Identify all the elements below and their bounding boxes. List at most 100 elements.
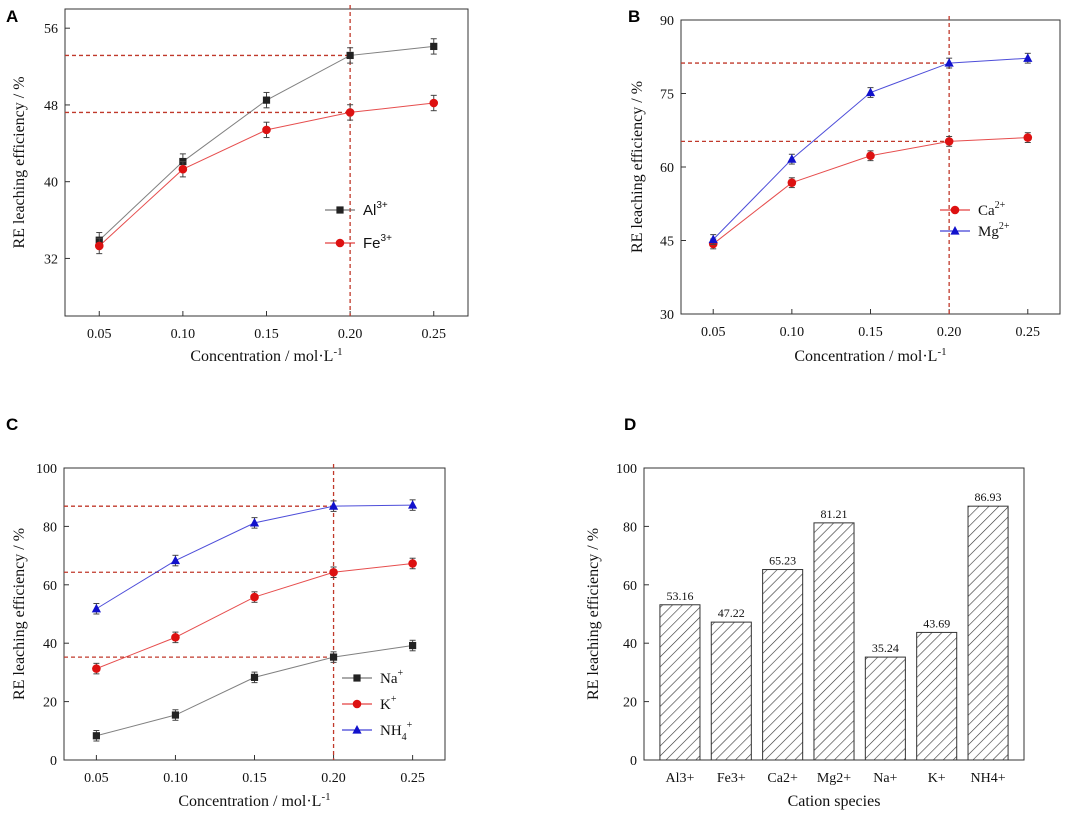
plot-frame <box>64 8 469 317</box>
bar <box>710 621 752 761</box>
bar-value-label: 86.93 <box>975 490 1002 504</box>
data-point-triangle <box>865 87 876 97</box>
data-point-circle <box>944 137 954 146</box>
data-point-square <box>329 653 338 661</box>
x-tick-label: Fe3+ <box>717 771 746 786</box>
legend: Ca2+Mg2+ <box>940 200 1010 240</box>
x-tick-label: Na+ <box>873 771 897 786</box>
x-tick-label: 0.05 <box>87 327 112 342</box>
legend-marker-square <box>353 674 361 682</box>
data-point-square <box>92 732 100 740</box>
x-tick-label: 0.15 <box>254 327 279 342</box>
legend: Al3+Fe3+ <box>325 200 392 252</box>
series-Mg2+ <box>708 52 1033 245</box>
y-tick-label: 60 <box>660 161 674 176</box>
legend-label: Ca2+ <box>978 200 1006 219</box>
data-point-square <box>250 673 259 681</box>
data-point-triangle <box>170 555 181 565</box>
legend-label: Mg2+ <box>978 221 1010 240</box>
bar-value-label: 43.69 <box>923 616 950 630</box>
bar-value-label: 35.24 <box>872 641 899 655</box>
data-point-circle <box>92 664 101 673</box>
legend: Na+K+NH4+ <box>342 668 413 743</box>
legend-label-base: Al <box>363 202 376 219</box>
x-tick-label: 0.10 <box>171 327 196 342</box>
chart-panel-b: 30 45 60 75 90 RE leaching efficiency / % B 0.0… <box>628 7 1061 365</box>
panel-letter-c: C <box>6 415 18 434</box>
bar <box>813 522 855 761</box>
legend-marker-circle <box>352 699 362 709</box>
legend-label-base: Na <box>380 671 398 687</box>
series-K+ <box>92 557 417 675</box>
legend-label-base: Mg <box>978 224 999 240</box>
legend-marker-circle <box>950 205 960 215</box>
y-tick-label: 100 <box>616 462 637 477</box>
y-axis-title: RE leaching efficiency / % <box>11 528 28 700</box>
data-point-triangle <box>944 58 954 67</box>
legend-marker-square <box>336 206 344 214</box>
y-tick-label: 40 <box>44 176 58 191</box>
data-point-circle <box>866 151 875 161</box>
bar-value-label: 47.22 <box>718 606 745 620</box>
data-point-square <box>409 641 417 650</box>
chart-panel-c: 0 20 40 60 80 100 RE leaching efficiency / % C 0… <box>6 415 446 810</box>
data-point-triangle <box>787 154 797 163</box>
y-tick-label: 90 <box>660 14 674 29</box>
data-point-circle <box>408 559 417 568</box>
bar <box>864 656 906 761</box>
legend-label-sup: + <box>391 694 397 705</box>
x-tick-label: NH4+ <box>970 771 1005 786</box>
x-axis-title: Concentration / mol·L-1 <box>190 346 342 365</box>
panel-letter-a: A <box>6 7 18 26</box>
x-axis-title-sup: -1 <box>321 791 330 803</box>
x-tick-label: 0.05 <box>84 771 109 786</box>
series-line <box>96 645 413 737</box>
series-Na+ <box>92 639 417 742</box>
x-tick-label: Al3+ <box>665 771 694 786</box>
series-NH4+ <box>91 499 418 615</box>
series-line <box>98 45 434 241</box>
data-point-triangle <box>328 501 339 510</box>
x-tick-label: Ca2+ <box>767 771 798 786</box>
y-tick-label: 100 <box>36 462 57 477</box>
legend-label: Fe3+ <box>363 233 392 252</box>
y-tick-label: 0 <box>630 754 637 769</box>
data-point-triangle <box>249 517 260 527</box>
legend-label-sub: 4 <box>402 732 407 743</box>
x-tick-label: 0.25 <box>421 327 446 342</box>
y-tick-label: 80 <box>43 520 57 535</box>
x-tick-label: 0.20 <box>321 771 346 786</box>
x-tick-label: Mg2+ <box>817 771 851 786</box>
y-tick-label: 40 <box>43 637 57 652</box>
legend-label-sup: 3+ <box>376 200 388 211</box>
data-point-circle <box>178 164 188 174</box>
bar-value-label: 65.23 <box>769 554 796 568</box>
legend-marker-triangle <box>352 725 362 734</box>
data-point-triangle <box>91 603 101 613</box>
x-tick-label: 0.25 <box>400 771 425 786</box>
y-tick-label: 48 <box>44 99 58 114</box>
x-tick-label: 0.25 <box>1016 325 1041 340</box>
x-axis-title-main: Concentration / mol·L <box>794 348 937 365</box>
data-point-circle <box>262 125 271 135</box>
legend-label-base: Ca <box>978 203 995 219</box>
chart-panel-d: 0 20 40 60 80 100 RE leaching efficiency / % D 5… <box>585 415 1025 810</box>
x-axis-title: Cation species <box>788 793 881 810</box>
bar <box>762 569 804 761</box>
data-point-circle <box>94 241 104 251</box>
data-point-triangle <box>1023 53 1033 62</box>
data-point-circle <box>345 108 355 117</box>
x-axis-title-sup: -1 <box>333 346 342 358</box>
legend-label-sup: + <box>398 668 404 679</box>
x-tick-label: 0.15 <box>858 325 883 340</box>
bar-value-label: 81.21 <box>821 507 848 521</box>
legend-label-sup: 2+ <box>999 221 1010 232</box>
bar <box>659 604 701 761</box>
series-Al3+ <box>95 38 438 249</box>
data-point-circle <box>250 592 259 602</box>
legend-label-sup: 3+ <box>381 233 393 244</box>
chart-panel-a: 32 40 48 56 RE leaching efficiency / % A 0.05 0… <box>6 5 469 365</box>
y-tick-label: 75 <box>660 88 674 103</box>
legend-label-sup: 2+ <box>995 200 1006 211</box>
legend-label: Na+ <box>380 668 404 687</box>
